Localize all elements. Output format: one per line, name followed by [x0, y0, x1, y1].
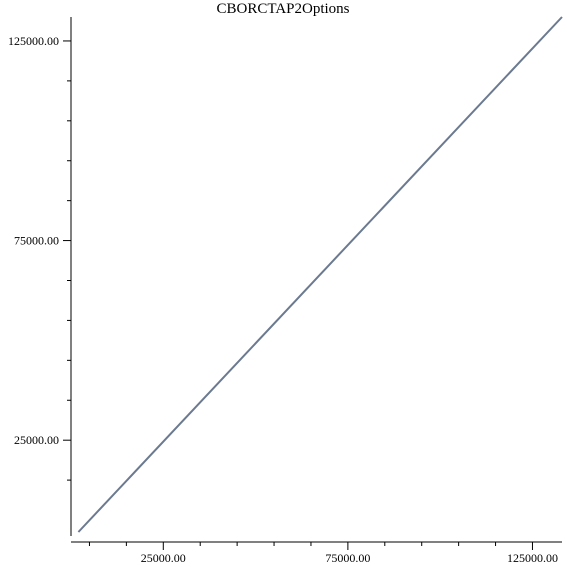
- x-tick-label: 125000.00: [507, 551, 558, 565]
- y-axis-ticks: 25000.00 75000.00 125000.00: [8, 34, 71, 481]
- series-line-0: [77, 16, 563, 533]
- x-tick-label: 75000.00: [325, 551, 370, 565]
- y-tick-label: 125000.00: [8, 34, 59, 48]
- y-tick-label: 25000.00: [14, 433, 59, 447]
- y-tick-label: 75000.00: [14, 234, 59, 248]
- x-axis-ticks: 25000.00 75000.00 125000.00: [88, 542, 558, 565]
- chart-title: CBORCTAP2Options: [217, 1, 350, 17]
- plot-area: [77, 16, 563, 533]
- x-tick-label: 25000.00: [141, 551, 186, 565]
